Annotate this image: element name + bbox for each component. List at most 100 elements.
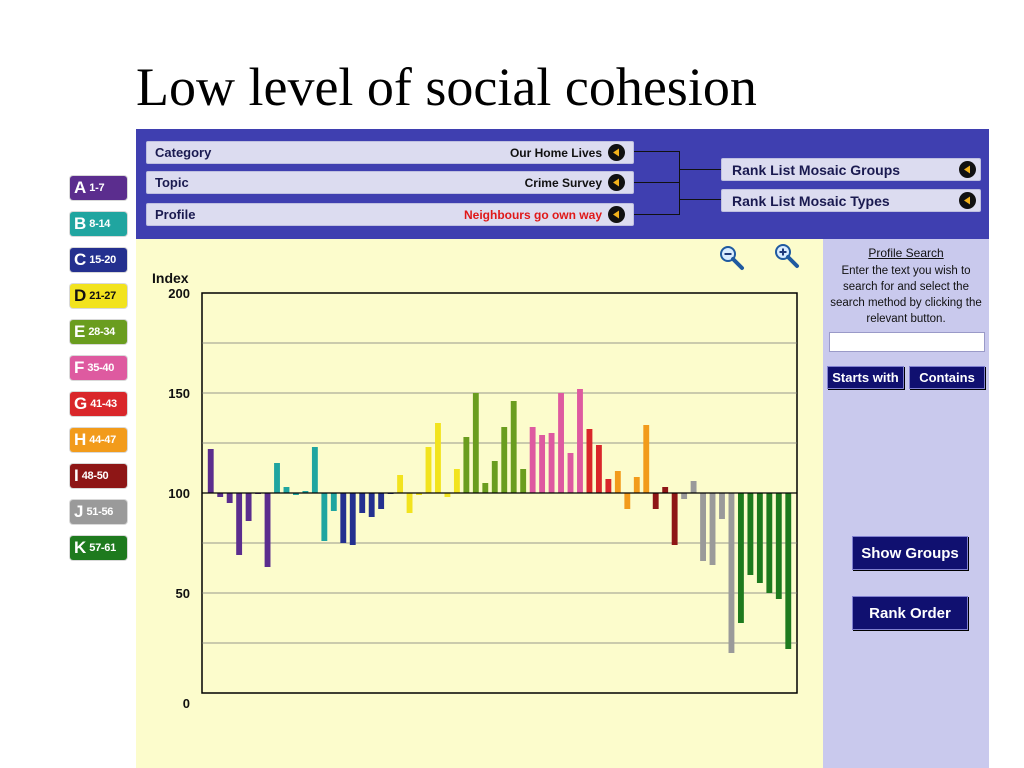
legend-badge-g[interactable]: G 41-43 — [70, 392, 127, 416]
y-axis-label: Index — [152, 270, 189, 286]
rank-list-types-selector[interactable]: Rank List Mosaic Types — [721, 189, 981, 212]
bar-c-5[interactable] — [378, 493, 385, 509]
bar-d-4[interactable] — [425, 447, 432, 493]
bar-a-5[interactable] — [245, 493, 252, 521]
topic-value: Crime Survey — [524, 175, 602, 190]
bar-b-5[interactable] — [311, 447, 318, 493]
bar-f-5[interactable] — [567, 453, 574, 493]
bar-e-7[interactable] — [520, 469, 527, 493]
legend-badge-d[interactable]: D 21-27 — [70, 284, 127, 308]
y-tick-label: 200 — [168, 286, 190, 301]
profile-search-title[interactable]: Profile Search — [868, 246, 944, 260]
profile-search-description: Enter the text you wish to search for an… — [830, 265, 982, 325]
rank-order-button[interactable]: Rank Order — [852, 596, 968, 630]
bar-h-4[interactable] — [643, 425, 650, 493]
bar-j-1[interactable] — [681, 493, 688, 499]
legend-range: 21-27 — [89, 290, 116, 302]
category-selector[interactable]: Category Our Home Lives — [146, 141, 634, 164]
bar-k-4[interactable] — [766, 493, 773, 593]
bar-e-6[interactable] — [510, 401, 517, 493]
bar-b-4[interactable] — [302, 491, 309, 493]
bar-a-1[interactable] — [207, 449, 214, 493]
bar-e-4[interactable] — [491, 461, 498, 493]
bar-h-1[interactable] — [614, 471, 621, 493]
bar-b-2[interactable] — [283, 487, 290, 493]
legend-badge-h[interactable]: H 44-47 — [70, 428, 127, 452]
bar-j-6[interactable] — [728, 493, 735, 653]
bar-b-6[interactable] — [321, 493, 328, 541]
left-arrow-icon[interactable] — [608, 144, 625, 161]
bar-b-3[interactable] — [293, 493, 299, 495]
bar-i-3[interactable] — [671, 493, 678, 545]
bar-d-3[interactable] — [416, 493, 422, 495]
bar-d-1[interactable] — [397, 475, 404, 493]
left-arrow-icon[interactable] — [608, 174, 625, 191]
bar-d-6[interactable] — [444, 493, 451, 497]
bar-d-2[interactable] — [406, 493, 413, 513]
bar-c-4[interactable] — [368, 493, 375, 517]
show-groups-button[interactable]: Show Groups — [852, 536, 968, 570]
bar-k-5[interactable] — [775, 493, 782, 599]
bar-k-2[interactable] — [747, 493, 754, 575]
bar-f-6[interactable] — [577, 389, 583, 493]
zoom-in-icon[interactable] — [773, 242, 801, 270]
bar-a-2[interactable] — [217, 493, 224, 497]
legend-badge-c[interactable]: C 15-20 — [70, 248, 127, 272]
bar-h-2[interactable] — [624, 493, 631, 509]
legend-badge-e[interactable]: E 28-34 — [70, 320, 127, 344]
bar-g-2[interactable] — [595, 445, 602, 493]
bar-k-6[interactable] — [785, 493, 792, 649]
bar-c-1[interactable] — [340, 493, 347, 543]
legend-badge-f[interactable]: F 35-40 — [70, 356, 127, 380]
bar-d-7[interactable] — [453, 469, 460, 493]
bar-k-1[interactable] — [737, 493, 744, 623]
rank-list-groups-selector[interactable]: Rank List Mosaic Groups — [721, 158, 981, 181]
topic-selector[interactable]: Topic Crime Survey — [146, 171, 634, 194]
legend-badge-b[interactable]: B 8-14 — [70, 212, 127, 236]
profile-selector[interactable]: Profile Neighbours go own way — [146, 203, 634, 226]
legend-letter: J — [74, 502, 84, 521]
bar-d-5[interactable] — [435, 423, 441, 493]
bar-k-3[interactable] — [756, 493, 763, 583]
bar-b-7[interactable] — [330, 493, 337, 511]
bar-a-4[interactable] — [236, 493, 243, 555]
bar-g-3[interactable] — [605, 479, 612, 493]
bar-i-1[interactable] — [652, 493, 659, 509]
bar-f-3[interactable] — [548, 433, 555, 493]
bar-e-5[interactable] — [501, 427, 508, 493]
bar-j-3[interactable] — [700, 493, 706, 561]
bar-c-3[interactable] — [359, 493, 366, 513]
bar-e-1[interactable] — [463, 437, 470, 493]
left-arrow-icon[interactable] — [608, 206, 625, 223]
bar-f-2[interactable] — [539, 435, 546, 493]
rank-groups-label: Rank List Mosaic Groups — [732, 161, 901, 178]
bar-a-7[interactable] — [264, 493, 271, 567]
bar-g-1[interactable] — [586, 429, 593, 493]
rank-types-label: Rank List Mosaic Types — [732, 192, 890, 209]
bar-f-4[interactable] — [558, 393, 564, 493]
bar-h-3[interactable] — [633, 477, 640, 493]
bar-c-2[interactable] — [349, 493, 356, 545]
category-label: Category — [155, 145, 212, 160]
bar-e-2[interactable] — [472, 393, 479, 493]
profile-search-input[interactable] — [829, 332, 985, 352]
zoom-out-icon[interactable] — [718, 244, 746, 272]
bar-f-1[interactable] — [529, 427, 536, 493]
legend-badge-i[interactable]: I 48-50 — [70, 464, 127, 488]
bar-j-2[interactable] — [690, 481, 697, 493]
legend-badge-k[interactable]: K 57-61 — [70, 536, 127, 560]
bar-e-3[interactable] — [482, 483, 489, 493]
bar-b-1[interactable] — [274, 463, 280, 493]
left-arrow-icon[interactable] — [959, 192, 976, 209]
bar-a-3[interactable] — [226, 493, 233, 503]
starts-with-button[interactable]: Starts with — [827, 366, 904, 389]
legend-range: 57-61 — [89, 542, 116, 554]
profile-search-panel: Profile Search Enter the text you wish t… — [823, 239, 989, 768]
legend-badge-a[interactable]: A 1-7 — [70, 176, 127, 200]
bar-j-5[interactable] — [719, 493, 725, 519]
left-arrow-icon[interactable] — [959, 161, 976, 178]
bar-i-2[interactable] — [662, 487, 669, 493]
legend-badge-j[interactable]: J 51-56 — [70, 500, 127, 524]
contains-button[interactable]: Contains — [909, 366, 985, 389]
bar-j-4[interactable] — [709, 493, 716, 565]
